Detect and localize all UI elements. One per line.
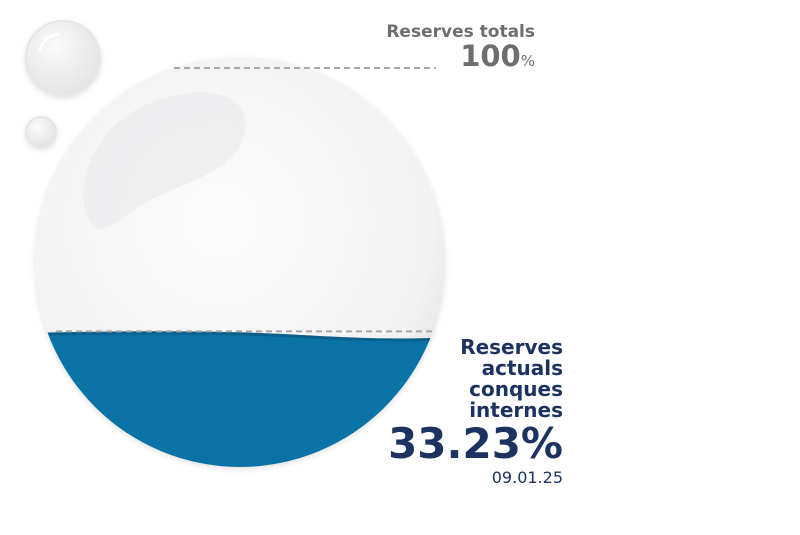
reserve-level-fill xyxy=(35,332,445,467)
reserve-level-surface xyxy=(35,331,445,342)
total-label: Reserves totals xyxy=(386,22,535,42)
total-value: 100% xyxy=(460,42,535,71)
bubble-small xyxy=(25,116,57,148)
total-value-unit: % xyxy=(520,52,535,70)
sphere-highlight xyxy=(83,92,246,229)
bubble-large-highlight xyxy=(38,32,60,52)
current-label: Reserves actuals conques internes xyxy=(460,335,563,422)
current-value: 33.23% xyxy=(388,419,563,468)
total-value-number: 100 xyxy=(460,39,521,73)
bubble-large xyxy=(25,20,101,96)
current-date: 09.01.25 xyxy=(491,468,563,487)
